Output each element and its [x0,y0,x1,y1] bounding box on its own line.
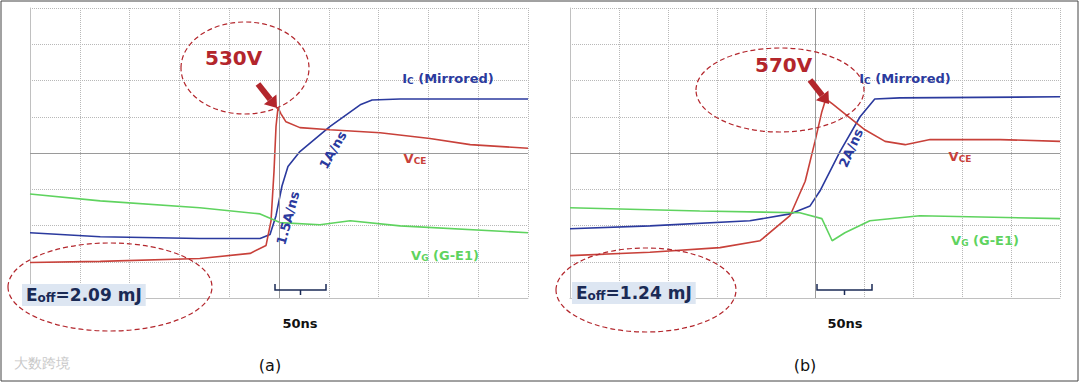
svg-text:(G-E1): (G-E1) [969,233,1019,248]
svg-text:1.5A/ns: 1.5A/ns [273,189,302,246]
svg-text:50ns: 50ns [282,316,317,331]
svg-text:G: G [961,238,968,248]
svg-text:E: E [26,285,38,305]
svg-text:50ns: 50ns [827,316,862,331]
html-text:IC: IC [859,70,871,86]
svg-text:(G-E1): (G-E1) [429,248,479,263]
svg-text:E: E [576,283,588,303]
svg-text:CE: CE [959,154,972,164]
html-text:IC: IC [402,70,414,86]
svg-text:(b): (b) [794,356,817,375]
svg-text:(a): (a) [259,356,281,375]
svg-text:(Mirrored): (Mirrored) [414,71,494,86]
svg-text:off: off [588,289,606,303]
svg-text:530V: 530V [205,46,263,70]
svg-text:2A/ns: 2A/ns [836,126,866,170]
svg-text:off: off [38,291,56,305]
svg-text:大数跨境: 大数跨境 [14,355,70,371]
svg-text:V: V [951,233,961,248]
svg-text:CE: CE [414,156,427,166]
svg-text:(Mirrored): (Mirrored) [871,71,951,86]
svg-text:=2.09 mJ: =2.09 mJ [56,285,142,305]
svg-text:570V: 570V [755,53,813,77]
svg-text:V: V [404,151,414,166]
svg-text:V: V [411,248,421,263]
svg-text:V: V [949,149,959,164]
svg-text:=1.24 mJ: =1.24 mJ [606,283,692,303]
svg-text:1A/ns: 1A/ns [316,128,349,171]
svg-text:G: G [421,253,428,263]
